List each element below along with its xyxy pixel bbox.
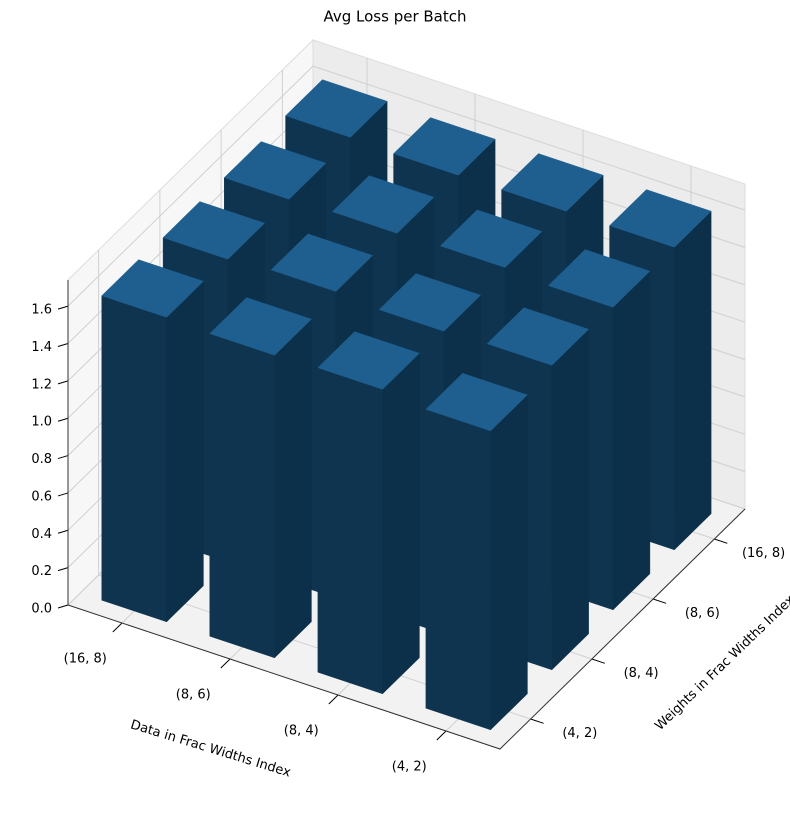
bar-top-face [439,209,543,268]
x-tick [112,622,123,633]
y-tick [652,598,667,604]
bar-front-face [317,367,383,695]
chart-title: Avg Loss per Batch [323,8,466,26]
bar-side-face [674,210,712,551]
x-tick-label: (8, 6) [176,688,211,703]
z-tick-label: 0.6 [31,489,52,504]
bar-side-face [382,352,420,695]
x-tick-label: (16, 8) [64,652,107,667]
x-axis-label: Data in Frac Widths Index [129,717,293,780]
z-tick [57,529,69,534]
bar-side-face [490,394,528,731]
z-tick [57,380,69,385]
y-tick-label: (8, 6) [685,606,720,621]
bar-top-face [486,307,590,366]
bar-top-face [547,249,651,308]
y-tick-label: (16, 8) [742,546,785,561]
bar-side-face [166,280,204,623]
x-tick-label: (8, 4) [284,724,319,739]
x-tick-label: (4, 2) [392,760,427,775]
bar-top-face [209,297,312,356]
bar-top-face [317,331,420,390]
z-tick [57,604,69,609]
z-tick-label: 1.4 [31,340,52,355]
bar [101,259,204,623]
bar-top-face [609,189,712,248]
bar-top-face [101,259,204,318]
bar-side-face [274,318,312,659]
z-tick [57,567,69,572]
z-tick [57,343,69,347]
grid-line [67,65,746,307]
y-tick-label: (4, 2) [562,726,597,741]
y-tick [714,538,728,544]
axis-line [67,280,746,750]
bar [425,373,528,731]
z-tick-label: 0.2 [31,564,52,579]
bar-top-face [270,233,374,292]
y-tick-label: (8, 4) [624,666,659,681]
y-tick [591,658,605,664]
x-tick [220,658,231,669]
x-tick [436,730,447,741]
bar [317,331,420,695]
y-axis-label: Weights in Frac Widths Index [652,592,790,733]
bar-top-face [378,273,482,332]
bar-side-face [551,328,589,671]
z-tick [57,417,69,422]
bar-top-face [285,79,388,138]
bar-top-face [223,141,327,200]
bar-top-face [501,153,604,212]
y-tick [530,718,544,724]
bar-front-face [209,333,275,659]
z-tick-label: 1.2 [31,377,52,392]
z-tick [57,305,69,310]
z-tick-label: 1.0 [31,415,52,430]
z-tick-label: 0.4 [31,527,52,542]
z-tick [57,492,69,497]
z-tick-label: 0.0 [31,602,52,617]
bar-top-face [162,201,266,260]
bar-front-face [425,408,491,731]
z-tick-label: 1.6 [31,303,52,318]
bar [209,297,312,659]
x-tick [328,694,339,705]
bar-top-face [331,175,435,234]
z-tick-label: 0.8 [31,452,52,467]
z-tick [57,455,69,460]
bar-top-face [393,117,496,176]
bar-top-face [425,373,528,432]
bar-side-face [612,270,651,611]
bar-front-face [101,295,167,623]
